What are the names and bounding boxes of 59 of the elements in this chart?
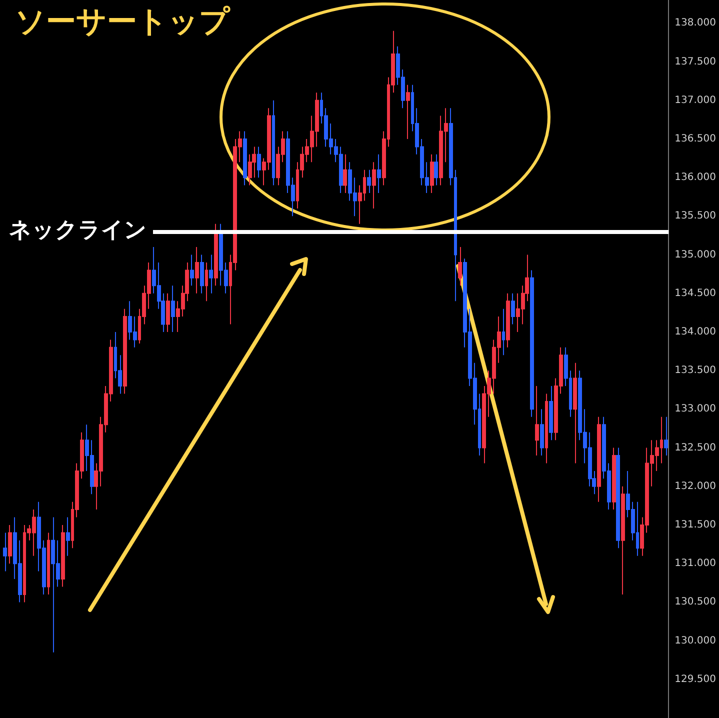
candlestick: [597, 416, 601, 502]
candlestick: [406, 84, 410, 140]
candlestick: [47, 532, 50, 595]
y-tick-label: 136.000: [674, 172, 716, 184]
candlestick: [506, 292, 510, 348]
candlestick: [511, 292, 515, 325]
y-tick-label: 131.000: [674, 558, 716, 570]
y-tick-label: 135.500: [674, 210, 716, 222]
y-tick-label: 133.000: [674, 404, 716, 415]
y-tick-label: 132.500: [674, 442, 716, 454]
candlestick: [530, 270, 534, 418]
candlestick: [209, 254, 213, 294]
candlestick: [664, 416, 668, 456]
chart-title: ソーサートップ: [15, 4, 231, 40]
candlestick: [8, 524, 12, 564]
y-tick-label: 138.000: [674, 18, 716, 29]
candlestick: [430, 154, 434, 194]
candlestick: [66, 516, 70, 556]
candlestick: [61, 524, 65, 588]
candlestick: [200, 254, 204, 294]
candlestick: [612, 447, 616, 510]
candlestick: [205, 262, 208, 302]
y-tick-label: 131.500: [674, 519, 716, 530]
candlestick: [434, 154, 438, 186]
candlestick: [458, 246, 462, 286]
candlestick: [535, 386, 539, 456]
candlestick: [123, 308, 127, 394]
y-tick-label: 136.500: [674, 133, 716, 144]
candlestick: [272, 100, 275, 186]
candlestick: [190, 254, 194, 286]
candlestick: [171, 285, 175, 332]
y-tick-label: 133.500: [674, 365, 716, 376]
candlestick: [377, 154, 381, 194]
candlestick: [367, 169, 371, 194]
ref-line-label: ネックライン: [9, 218, 147, 244]
candlestick: [573, 362, 577, 464]
y-tick-label: 130.500: [674, 596, 716, 608]
candlestick: [616, 447, 620, 549]
y-tick-label: 134.500: [674, 288, 716, 299]
candlestick: [166, 292, 170, 332]
y-tick-label: 137.000: [674, 94, 716, 106]
candlestick: [243, 130, 247, 186]
candlestick: [343, 154, 347, 194]
y-tick-label: 135.000: [674, 249, 716, 260]
candlestick: [545, 393, 548, 464]
candlestick: [540, 408, 544, 456]
candlestick: [549, 386, 553, 441]
y-tick-label: 130.000: [674, 635, 716, 646]
candlestick: [214, 223, 218, 286]
candlestick: [372, 162, 376, 209]
candlestick: [502, 308, 505, 356]
candlestick: [257, 146, 261, 178]
y-tick-label: 132.000: [674, 480, 716, 492]
candlestick: [195, 246, 199, 294]
y-tick-label: 134.000: [674, 326, 716, 338]
y-tick-label: 129.500: [674, 674, 716, 685]
candlestick: [621, 486, 625, 595]
y-tick-label: 137.500: [674, 56, 716, 68]
candlestick: [3, 532, 7, 572]
